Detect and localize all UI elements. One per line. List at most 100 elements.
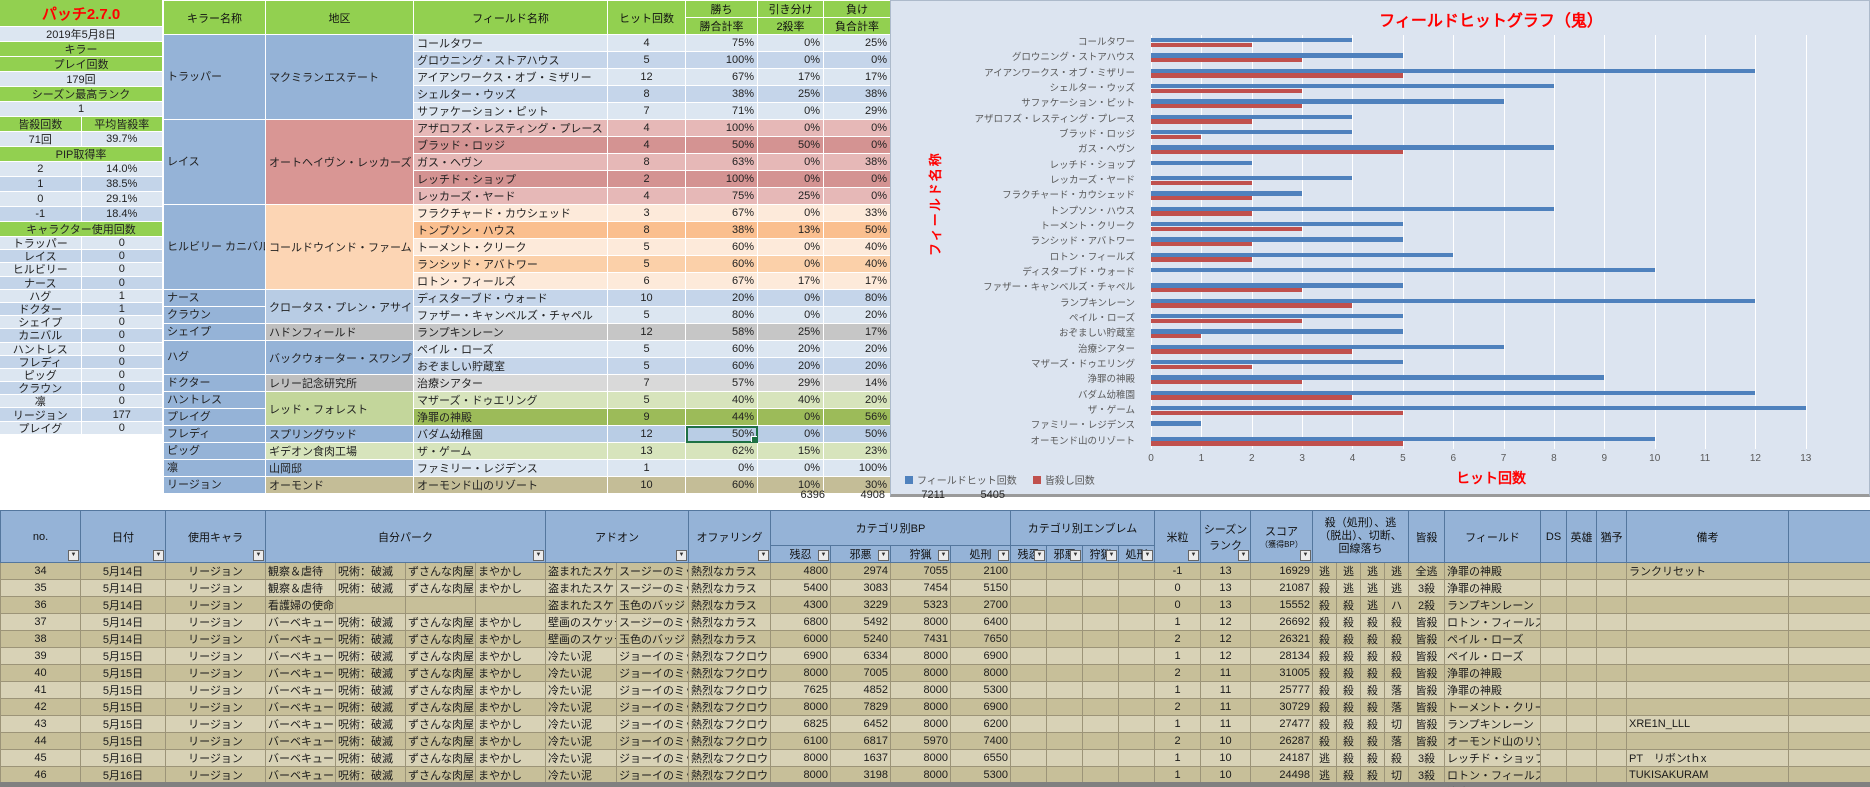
blank-cell[interactable]	[1788, 766, 1870, 784]
bp-cell[interactable]: 3083	[830, 579, 891, 597]
perk-cell[interactable]: 呪術：破滅	[335, 647, 406, 665]
col-header-lose[interactable]: 負け	[823, 0, 891, 18]
stats-cell[interactable]: シェイプ	[0, 316, 82, 330]
hit-count-cell[interactable]: 7	[607, 374, 686, 392]
bp-sub-header[interactable]: 処刑 ▼	[950, 545, 1011, 563]
grace-cell[interactable]	[1596, 766, 1628, 784]
note-cell[interactable]: TUKISAKURAM	[1626, 766, 1790, 784]
perk-cell[interactable]: 呪術：破滅	[335, 579, 406, 597]
bp-cell[interactable]: 6550	[950, 749, 1011, 767]
kill-mark-cell[interactable]: 殺	[1360, 749, 1386, 767]
col-header-lose-rate[interactable]: 負合計率	[823, 17, 891, 35]
win-rate-cell[interactable]: 38%	[685, 85, 758, 103]
lose-rate-cell[interactable]: 33%	[823, 204, 891, 222]
filter-button[interactable]: ▼	[818, 550, 829, 561]
kill-mark-cell[interactable]: 殺	[1312, 664, 1338, 682]
kill-mark-cell[interactable]: 殺	[1336, 715, 1362, 733]
date-cell[interactable]: 5月14日	[80, 562, 166, 580]
score-cell[interactable]: 15552	[1250, 596, 1314, 614]
grace-cell[interactable]	[1596, 681, 1628, 699]
kill-mark-cell[interactable]: 逃	[1336, 579, 1362, 597]
stats-cell[interactable]: キラー	[0, 42, 163, 57]
hit-count-cell[interactable]: 12	[607, 425, 686, 443]
season-rank-cell[interactable]: 13	[1200, 579, 1252, 597]
hit-count-cell[interactable]: 7	[607, 102, 686, 120]
ds-cell[interactable]	[1540, 630, 1568, 648]
bp-cell[interactable]: 3198	[830, 766, 891, 784]
no-cell[interactable]: 44	[0, 732, 81, 750]
perk-cell[interactable]: まやかし	[475, 562, 546, 580]
field-name-cell[interactable]: コールタワー	[413, 34, 608, 52]
win-rate-cell[interactable]: 57%	[685, 374, 758, 392]
addon-cell[interactable]: 盗まれたスケッチ	[545, 579, 617, 597]
addon-cell[interactable]: 盗まれたスケッチ	[545, 562, 617, 580]
perk-cell[interactable]: ずさんな肉屋	[405, 681, 476, 699]
offering-cell[interactable]: 熱烈なカラス	[688, 630, 771, 648]
bp-cell[interactable]: 7454	[890, 579, 951, 597]
stats-cell[interactable]: 平均皆殺率	[81, 117, 163, 132]
kill-mark-cell[interactable]: 殺	[1336, 647, 1362, 665]
blank-cell[interactable]	[1788, 715, 1870, 733]
perk-cell[interactable]: 呪術：破滅	[335, 562, 406, 580]
kill-mark-cell[interactable]: 殺	[1312, 613, 1338, 631]
bp-cell[interactable]: 8000	[890, 613, 951, 631]
emblem-cell[interactable]	[1046, 562, 1083, 580]
addon-cell[interactable]: ジョーイのミックステープ	[616, 681, 689, 699]
perk-cell[interactable]: 呪術：破滅	[335, 613, 406, 631]
kill-mark-cell[interactable]: 殺	[1384, 647, 1410, 665]
draw-rate-cell[interactable]: 0%	[757, 170, 824, 188]
emblem-cell[interactable]	[1082, 596, 1119, 614]
field-name-cell[interactable]: ザ・ゲーム	[413, 442, 608, 460]
emblem-cell[interactable]	[1046, 579, 1083, 597]
perk-cell[interactable]: 観察＆虐待	[265, 579, 336, 597]
score-cell[interactable]: 31005	[1250, 664, 1314, 682]
bp-cell[interactable]: 8000	[770, 766, 831, 784]
stats-cell[interactable]: 177	[81, 408, 163, 422]
log-header-perks[interactable]: 自分パーク ▼	[265, 510, 546, 563]
kome-cell[interactable]: 1	[1154, 681, 1202, 699]
district-cell[interactable]: ハドンフィールド	[265, 323, 414, 341]
win-rate-cell[interactable]: 100%	[685, 170, 758, 188]
emblem-cell[interactable]	[1010, 766, 1047, 784]
perk-cell[interactable]: まやかし	[475, 749, 546, 767]
perk-cell[interactable]: 呪術：破滅	[335, 732, 406, 750]
filter-button[interactable]: ▼	[533, 550, 544, 561]
filter-button[interactable]: ▼	[1300, 550, 1312, 561]
no-cell[interactable]: 34	[0, 562, 81, 580]
perk-cell[interactable]: まやかし	[475, 766, 546, 784]
emblem-cell[interactable]	[1117, 698, 1156, 716]
kill-mark-cell[interactable]: 殺	[1336, 613, 1362, 631]
grace-cell[interactable]	[1596, 732, 1628, 750]
stats-cell[interactable]: 0	[0, 192, 82, 207]
kill-mark-cell[interactable]: 殺	[1312, 681, 1338, 699]
annihilation-cell[interactable]: 全逃	[1408, 562, 1446, 580]
stats-cell[interactable]: 0	[81, 395, 163, 409]
hero-cell[interactable]	[1566, 715, 1598, 733]
bp-cell[interactable]: 6200	[950, 715, 1011, 733]
emblem-cell[interactable]	[1046, 749, 1083, 767]
bp-cell[interactable]: 8000	[890, 647, 951, 665]
col-header-killer-name[interactable]: キラー名称	[163, 0, 266, 35]
kill-mark-cell[interactable]: 殺	[1360, 613, 1386, 631]
kome-cell[interactable]: -1	[1154, 562, 1202, 580]
emblem-cell[interactable]	[1117, 664, 1156, 682]
kill-mark-cell[interactable]: 殺	[1336, 749, 1362, 767]
kill-mark-cell[interactable]: 逃	[1384, 562, 1410, 580]
log-header-season-rank[interactable]: シーズンランク ▼	[1200, 510, 1252, 563]
stats-cell[interactable]: 0	[81, 329, 163, 343]
field-name-cell[interactable]: ロトン・フィールズ	[413, 272, 608, 290]
field-name-cell[interactable]: ファザー・キャンベルズ・チャペル	[413, 306, 608, 324]
kill-mark-cell[interactable]: 殺	[1360, 766, 1386, 784]
lose-rate-cell[interactable]: 25%	[823, 34, 891, 52]
annihilation-cell[interactable]: 皆殺	[1408, 715, 1446, 733]
draw-rate-cell[interactable]: 15%	[757, 442, 824, 460]
filter-button[interactable]: ▼	[1070, 550, 1081, 561]
ds-cell[interactable]	[1540, 664, 1568, 682]
lose-rate-cell[interactable]: 0%	[823, 170, 891, 188]
blank-cell[interactable]	[1788, 647, 1870, 665]
hit-count-cell[interactable]: 3	[607, 204, 686, 222]
bp-cell[interactable]: 8000	[890, 766, 951, 784]
hit-count-cell[interactable]: 10	[607, 476, 686, 494]
lose-rate-cell[interactable]: 20%	[823, 340, 891, 358]
kill-mark-cell[interactable]: 殺	[1336, 596, 1362, 614]
